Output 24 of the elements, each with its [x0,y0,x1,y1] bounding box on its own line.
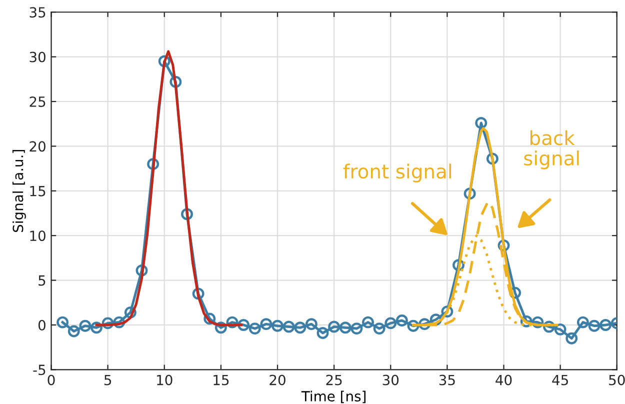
annotation: back signal [524,130,579,170]
y-axis-title: Signal [a.u.] [12,150,26,232]
x-tick-label: 35 [439,374,455,386]
x-tick-label: 20 [270,374,286,386]
y-tick-label: 30 [30,52,46,62]
y-tick-label: 0 [38,320,46,330]
y-tick-label: 5 [38,275,46,286]
y-tick-label: 15 [30,186,46,196]
x-tick-label: 45 [552,374,568,386]
x-tick-label: 10 [157,374,172,386]
x-axis-title: Time [ns] [301,390,366,404]
x-tick-label: 15 [214,374,229,386]
y-tick-label: -5 [33,364,46,376]
y-tick-label: 35 [30,7,46,18]
x-tick-label: 40 [496,374,512,386]
y-tick-label: 25 [30,96,46,107]
x-tick-label: 30 [382,374,399,386]
x-tick-label: 25 [326,374,342,386]
y-tick-label: 20 [30,141,46,152]
x-tick-label: 0 [48,374,55,386]
annotation: front signal [343,164,452,182]
x-tick-label: 5 [104,374,112,386]
x-tick-label: 50 [609,374,625,386]
y-tick-label: 10 [30,230,46,242]
